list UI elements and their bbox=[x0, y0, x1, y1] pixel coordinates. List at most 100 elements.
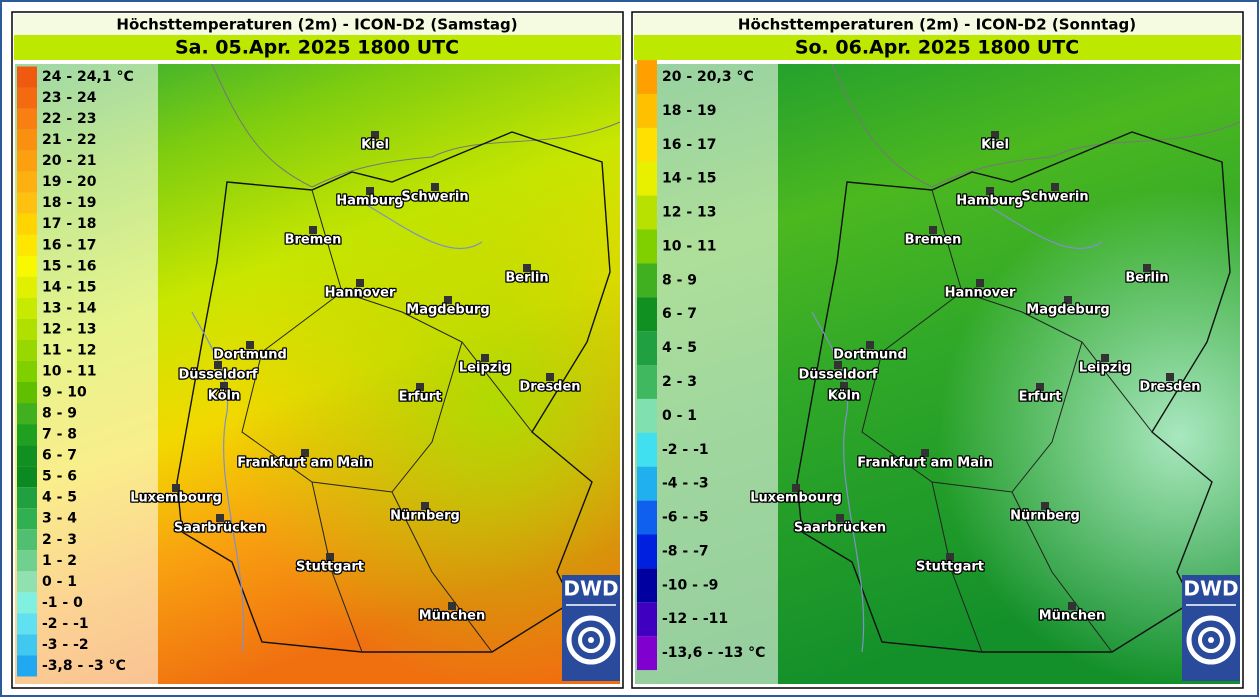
legend-swatch bbox=[637, 331, 657, 366]
city-marker bbox=[1051, 183, 1059, 191]
city-marker bbox=[172, 484, 180, 492]
coastline bbox=[211, 63, 621, 188]
city-label: Dresden bbox=[1139, 380, 1200, 395]
legend-panel bbox=[15, 64, 158, 684]
legend-label: 20 - 20,3 °C bbox=[662, 69, 754, 85]
legend-swatch bbox=[17, 108, 37, 130]
legend-label: 9 - 10 bbox=[42, 385, 87, 401]
legend-swatch bbox=[17, 171, 37, 193]
city-marker bbox=[836, 514, 844, 522]
legend-label: 6 - 7 bbox=[42, 448, 77, 464]
legend-label: 6 - 7 bbox=[662, 306, 697, 322]
city-marker bbox=[1166, 373, 1174, 381]
legend-label: 0 - 1 bbox=[662, 408, 697, 424]
legend-swatch bbox=[637, 127, 657, 162]
city-label: Leipzig bbox=[1079, 361, 1131, 376]
legend-swatch bbox=[637, 263, 657, 298]
dwd-logo: DWD bbox=[562, 575, 620, 681]
city-label: Bremen bbox=[905, 233, 962, 248]
city-label: Luxembourg bbox=[130, 491, 222, 506]
city-label: Hannover bbox=[945, 286, 1016, 301]
city-label: Bremen bbox=[285, 233, 342, 248]
legend-swatch bbox=[17, 634, 37, 656]
city-marker bbox=[1068, 602, 1076, 610]
legend-swatch bbox=[17, 87, 37, 109]
dwd-logo: DWD bbox=[1182, 575, 1240, 681]
legend-swatch bbox=[17, 655, 37, 677]
legend-swatch bbox=[637, 568, 657, 603]
legend-label: 23 - 24 bbox=[42, 90, 97, 106]
logo-swirl bbox=[588, 637, 594, 643]
title: Höchsttemperaturen (2m) - ICON-D2 (Sonnt… bbox=[738, 16, 1136, 34]
city-marker bbox=[1101, 354, 1109, 362]
city-label: München bbox=[419, 609, 485, 624]
city-label: Hannover bbox=[325, 286, 396, 301]
legend-label: -3,8 - -3 °C bbox=[42, 658, 126, 674]
city-label: Schwerin bbox=[401, 190, 468, 205]
subtitle-bar bbox=[634, 35, 1241, 60]
legend-swatch bbox=[17, 66, 37, 88]
city-marker bbox=[444, 296, 452, 304]
city-label: Magdeburg bbox=[406, 303, 489, 318]
legend-label: -2 - -1 bbox=[662, 442, 709, 458]
legend-label: 11 - 12 bbox=[42, 342, 97, 358]
city-marker bbox=[366, 187, 374, 195]
city-label: Stuttgart bbox=[916, 560, 984, 575]
city-marker bbox=[431, 183, 439, 191]
legend-swatch bbox=[17, 529, 37, 551]
legend-label: -2 - -1 bbox=[42, 616, 89, 632]
logo-swirl bbox=[1198, 627, 1224, 653]
legend-label: -13,6 - -13 °C bbox=[662, 645, 765, 661]
legend-swatch bbox=[17, 213, 37, 235]
legend-label: 16 - 17 bbox=[662, 137, 717, 153]
legend-label: 21 - 22 bbox=[42, 132, 97, 148]
panel: Höchsttemperaturen (2m) - ICON-D2 (Sonnt… bbox=[631, 11, 1244, 689]
legend-label: 12 - 13 bbox=[662, 205, 717, 221]
legend-swatch bbox=[17, 255, 37, 277]
city-marker bbox=[929, 226, 937, 234]
legend-swatch bbox=[17, 192, 37, 214]
city-marker bbox=[546, 373, 554, 381]
legend-label: 3 - 4 bbox=[42, 511, 77, 527]
rivers bbox=[811, 201, 1103, 653]
legend-label: -8 - -7 bbox=[662, 543, 709, 559]
legend-swatch bbox=[637, 534, 657, 569]
city-label: Hamburg bbox=[956, 194, 1023, 209]
legend-label: 15 - 16 bbox=[42, 258, 97, 274]
legend-swatch bbox=[17, 508, 37, 530]
city-marker bbox=[448, 602, 456, 610]
legend-swatch bbox=[637, 93, 657, 128]
city-marker bbox=[1064, 296, 1072, 304]
legend-swatch bbox=[17, 550, 37, 572]
city-label: Kiel bbox=[361, 138, 389, 153]
state-borders bbox=[861, 189, 1153, 653]
city-label: Magdeburg bbox=[1026, 303, 1109, 318]
legend-label: 5 - 6 bbox=[42, 469, 77, 485]
city-marker bbox=[1036, 383, 1044, 391]
city-marker bbox=[216, 514, 224, 522]
legend-label: 7 - 8 bbox=[42, 427, 77, 443]
state-borders bbox=[241, 189, 533, 653]
legend-label: -10 - -9 bbox=[662, 577, 718, 593]
city-marker bbox=[481, 354, 489, 362]
city-marker bbox=[834, 361, 842, 369]
legend-swatch bbox=[637, 365, 657, 399]
city-marker bbox=[946, 553, 954, 561]
city-label: Leipzig bbox=[459, 361, 511, 376]
logo-swirl bbox=[1208, 637, 1214, 643]
panels: Höchsttemperaturen (2m) - ICON-D2 (Samst… bbox=[11, 11, 1244, 689]
legend-swatch bbox=[17, 297, 37, 319]
city-label: Düsseldorf bbox=[798, 368, 877, 383]
city-marker bbox=[991, 131, 999, 139]
city-marker bbox=[840, 382, 848, 390]
city-marker bbox=[1143, 264, 1151, 272]
legend-swatch bbox=[637, 60, 657, 94]
legend-label: 12 - 13 bbox=[42, 321, 97, 337]
legend-swatch bbox=[17, 339, 37, 361]
legend-label: 10 - 11 bbox=[662, 238, 717, 254]
city-marker bbox=[301, 449, 309, 457]
legend-label: 16 - 17 bbox=[42, 237, 97, 253]
legend-label: -12 - -11 bbox=[662, 611, 728, 627]
legend-label: 20 - 21 bbox=[42, 153, 97, 169]
